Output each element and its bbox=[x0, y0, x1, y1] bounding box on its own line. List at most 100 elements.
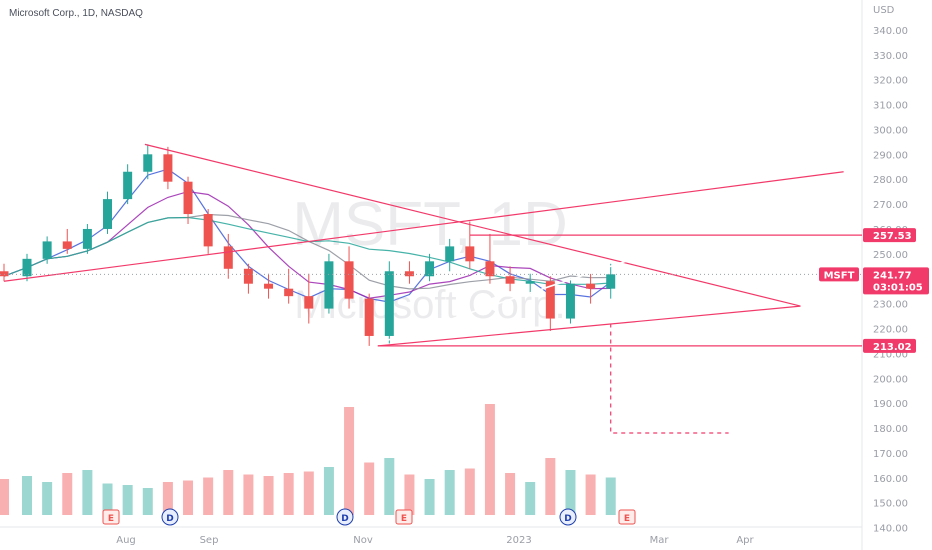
time-axis-label: Mar bbox=[650, 535, 670, 546]
volume-bar bbox=[464, 468, 475, 515]
candle bbox=[344, 246, 354, 309]
volume-bar bbox=[183, 480, 194, 515]
candle-body bbox=[384, 271, 394, 336]
price-tick-label: 190.00 bbox=[873, 399, 908, 410]
candle bbox=[364, 293, 374, 346]
last-price-text: 241.77 bbox=[873, 270, 912, 281]
upper-level-tag-text: 257.53 bbox=[873, 231, 912, 242]
earnings-box bbox=[102, 509, 120, 525]
candle-body bbox=[344, 261, 354, 299]
candle bbox=[223, 233, 233, 279]
event-label: D bbox=[341, 514, 348, 524]
candle-body bbox=[22, 258, 32, 277]
candle bbox=[0, 263, 9, 282]
target-projection-line bbox=[610, 323, 729, 434]
price-tick-label: 270.00 bbox=[873, 200, 908, 211]
time-axis-label: Sep bbox=[200, 535, 219, 546]
ascending-channel-trendline bbox=[3, 171, 844, 282]
candle-body bbox=[82, 228, 92, 249]
price-tick-label: 300.00 bbox=[873, 125, 908, 136]
price-tick-label: 320.00 bbox=[873, 76, 908, 87]
dividend-circle bbox=[336, 508, 354, 526]
candle bbox=[505, 266, 515, 292]
rising-support-trendline bbox=[377, 305, 801, 347]
time-axis-label: Aug bbox=[116, 535, 136, 546]
candle bbox=[103, 191, 113, 234]
last-price-tag-bg bbox=[863, 267, 929, 295]
price-tick-label: 310.00 bbox=[873, 101, 908, 112]
volume-bar bbox=[484, 404, 495, 515]
price-tick-label: 340.00 bbox=[873, 26, 908, 37]
price-tick-label: 200.00 bbox=[873, 374, 908, 385]
candle-body bbox=[606, 274, 616, 289]
volume-bar bbox=[122, 485, 133, 515]
candle bbox=[485, 233, 495, 284]
volume-bar bbox=[525, 482, 536, 515]
candle-body bbox=[545, 281, 555, 319]
upper-level-tag: 257.53 bbox=[863, 228, 916, 243]
event-label: D bbox=[166, 514, 173, 524]
dividend-marker[interactable]: D bbox=[559, 508, 577, 526]
candle-body bbox=[465, 246, 475, 262]
earnings-box bbox=[395, 509, 413, 525]
candle bbox=[525, 273, 535, 294]
candle bbox=[123, 164, 133, 205]
volume-bar bbox=[82, 470, 93, 515]
time-axis-label: Nov bbox=[353, 535, 373, 546]
price-tick-label: 170.00 bbox=[873, 449, 908, 460]
candle bbox=[203, 209, 213, 254]
candle bbox=[586, 273, 596, 304]
candle-body bbox=[505, 276, 515, 284]
volume-bar bbox=[142, 488, 153, 515]
candle bbox=[243, 263, 253, 294]
candle bbox=[143, 144, 153, 180]
candle-body bbox=[42, 241, 52, 259]
event-label: E bbox=[624, 514, 630, 524]
candle-body bbox=[264, 283, 274, 289]
candle-body bbox=[565, 283, 575, 319]
candle-body bbox=[425, 261, 435, 277]
price-tick-label: 230.00 bbox=[873, 300, 908, 311]
volume-bar bbox=[0, 479, 9, 515]
countdown-text: 03:01:05 bbox=[873, 282, 923, 293]
earnings-marker[interactable]: E bbox=[395, 509, 413, 525]
candle bbox=[545, 276, 555, 331]
price-tick-label: 280.00 bbox=[873, 175, 908, 186]
candle-body bbox=[284, 288, 294, 297]
volume-bar bbox=[162, 482, 173, 515]
volume-bar bbox=[243, 474, 254, 515]
price-tick-label: 250.00 bbox=[873, 250, 908, 261]
earnings-marker[interactable]: E bbox=[102, 509, 120, 525]
volume-bar bbox=[384, 458, 395, 515]
volume-bar bbox=[545, 458, 556, 515]
candle bbox=[264, 273, 274, 299]
upper-level-tag-bg bbox=[863, 228, 916, 243]
candle-body bbox=[183, 181, 193, 215]
candle-body bbox=[0, 271, 9, 277]
candle-body bbox=[525, 281, 535, 284]
volume-bar bbox=[444, 470, 455, 515]
candle bbox=[404, 261, 414, 284]
dividend-marker[interactable]: D bbox=[161, 508, 179, 526]
price-tick-label: 330.00 bbox=[873, 51, 908, 62]
descending-resistance-trendline bbox=[144, 143, 801, 307]
volume-bar bbox=[424, 479, 435, 515]
candle bbox=[445, 238, 455, 272]
volume-bar bbox=[323, 467, 334, 515]
dividend-marker[interactable]: D bbox=[336, 508, 354, 526]
candle bbox=[82, 223, 92, 254]
volume-bar bbox=[404, 474, 415, 515]
candle-body bbox=[485, 261, 495, 277]
dividend-circle bbox=[161, 508, 179, 526]
candle-body bbox=[62, 241, 72, 249]
volume-bar bbox=[303, 471, 314, 515]
candle-body bbox=[324, 261, 334, 309]
earnings-marker[interactable]: E bbox=[618, 509, 636, 525]
dividend-circle bbox=[559, 508, 577, 526]
symbol-tag-bg bbox=[819, 267, 859, 282]
watermark-company: Microsoft Corp. bbox=[294, 283, 565, 327]
candle-body bbox=[103, 199, 113, 229]
